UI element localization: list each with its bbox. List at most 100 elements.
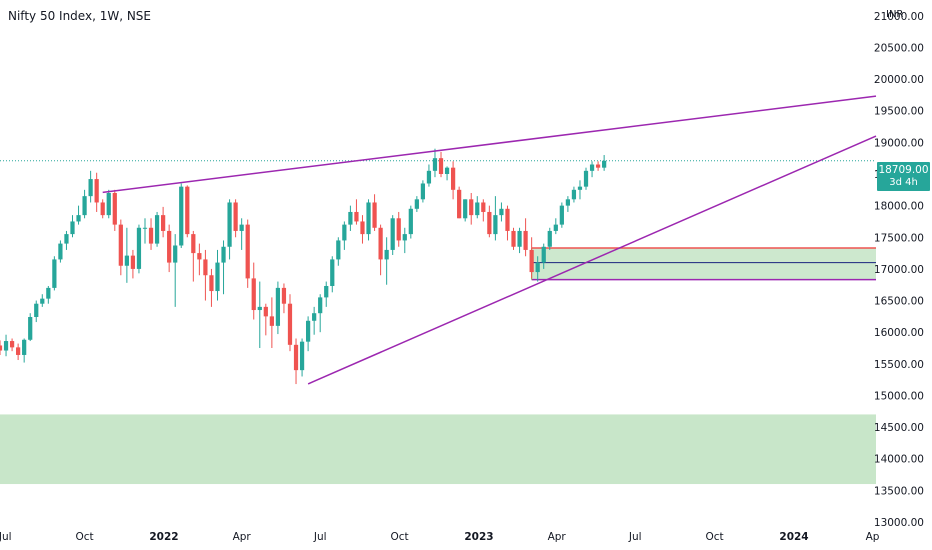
candle-body: [287, 303, 293, 345]
candle-body: [318, 297, 323, 314]
x-tick-label: Jul: [0, 531, 12, 543]
candle-body: [547, 230, 552, 247]
candle-body: [444, 167, 450, 174]
candle-body: [372, 202, 377, 228]
y-tick-label: 15500.00: [874, 359, 924, 371]
candle-body: [209, 275, 214, 292]
y-tick-label: 13500.00: [874, 485, 924, 497]
candle-body: [34, 303, 39, 317]
y-tick-label: 20000.00: [874, 74, 924, 86]
last-price-badge: 18709.00 3d 4h: [877, 162, 930, 191]
currency-label: INR: [886, 9, 904, 20]
candle-body: [390, 218, 395, 250]
y-tick-label: 20500.00: [874, 42, 924, 54]
candle-body: [40, 298, 45, 304]
candle-body: [9, 341, 15, 348]
candle-body: [16, 347, 21, 355]
candle-body: [432, 158, 438, 171]
candle-body: [251, 278, 256, 311]
y-tick-label: 15000.00: [874, 390, 924, 402]
candle-body: [179, 186, 184, 246]
candle-body: [112, 192, 117, 225]
candle-body: [426, 170, 432, 184]
candle-body: [457, 189, 462, 219]
candle-body: [360, 221, 365, 235]
y-tick-label: 19500.00: [874, 106, 924, 118]
x-tick-label: 2024: [779, 531, 808, 543]
candle-body: [3, 341, 9, 351]
candle-body: [420, 183, 426, 200]
candle-body: [529, 249, 534, 273]
candle-body: [28, 316, 33, 340]
candle-body: [142, 227, 148, 229]
candle-body: [58, 243, 63, 260]
x-tick-label: Ap: [866, 531, 880, 543]
candle-body: [100, 202, 105, 216]
candle-body: [70, 221, 75, 235]
candle-body: [523, 230, 528, 250]
candle-body: [438, 158, 444, 174]
candle-body: [293, 344, 299, 371]
candle-body: [384, 249, 389, 260]
candle-body: [191, 234, 196, 254]
trendline: [102, 95, 877, 194]
candle-body: [22, 339, 27, 355]
candle-body: [281, 287, 287, 304]
candle-body: [233, 202, 238, 231]
x-tick-label: Apr: [233, 531, 252, 543]
candle-body: [408, 208, 413, 235]
candle-body: [517, 230, 522, 247]
y-tick-label: 14500.00: [874, 422, 924, 434]
y-tick-label: 16500.00: [874, 296, 924, 308]
x-tick-label: Apr: [548, 531, 567, 543]
candle-body: [197, 253, 202, 260]
candle-body: [203, 259, 208, 276]
candle-body: [450, 167, 456, 190]
x-tick-label: Oct: [706, 531, 724, 543]
x-tick-label: 2022: [149, 531, 178, 543]
candle-body: [118, 224, 123, 266]
candle-body: [161, 215, 166, 231]
candle-body: [571, 189, 577, 200]
x-tick-label: Jul: [628, 531, 642, 543]
candle-body: [493, 215, 498, 235]
y-tick-label: 13000.00: [874, 517, 924, 529]
candle-body: [378, 227, 383, 260]
candle-body: [185, 186, 190, 235]
candle-body: [215, 262, 220, 292]
candle-body: [602, 160, 607, 168]
candle-body: [475, 202, 480, 216]
candle-body: [257, 306, 262, 311]
candle-body: [553, 224, 558, 231]
candle-body: [136, 227, 142, 269]
x-tick-label: Oct: [76, 531, 94, 543]
y-tick-label: 17000.00: [874, 264, 924, 276]
candle-body: [0, 345, 3, 351]
x-tick-label: Jul: [313, 531, 327, 543]
y-tick-label: 18000.00: [874, 201, 924, 213]
candle-body: [577, 186, 583, 190]
candle-body: [106, 192, 111, 216]
x-tick-label: Oct: [391, 531, 409, 543]
candle-body: [366, 202, 371, 235]
candle-body: [312, 313, 317, 321]
candle-body: [148, 227, 154, 244]
candle-body: [94, 179, 99, 203]
candle-body: [541, 246, 546, 263]
candle-body: [275, 287, 281, 326]
candle-body: [263, 306, 268, 317]
bar-countdown: 3d 4h: [889, 177, 918, 188]
candle-body: [88, 179, 93, 197]
candle-body: [342, 224, 347, 241]
candle-body: [487, 211, 492, 235]
candle-body: [354, 211, 359, 222]
candle-body: [64, 234, 69, 244]
trendline: [307, 135, 877, 385]
candle-body: [173, 245, 178, 263]
candle-body: [481, 202, 486, 212]
candle-body: [167, 230, 172, 263]
y-tick-label: 19000.00: [874, 137, 924, 149]
y-tick-label: 14000.00: [874, 454, 924, 466]
